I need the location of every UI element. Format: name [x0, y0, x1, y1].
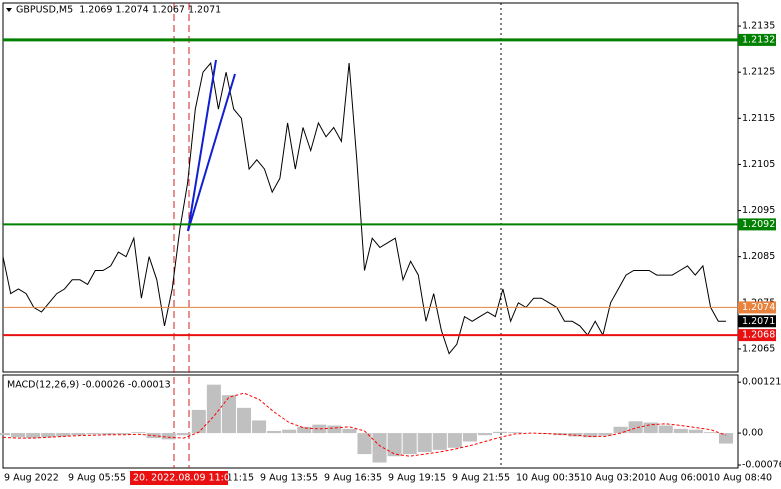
y-tick-label: 1.2135 [742, 21, 775, 32]
histogram-bar [297, 426, 312, 434]
histogram-bar [643, 422, 658, 434]
current-price-label: 1.2071 [742, 316, 775, 327]
level-label-box [738, 33, 776, 46]
histogram-bar [342, 428, 357, 434]
histogram-bar [312, 424, 327, 434]
y-tick-label: 1.2105 [742, 159, 775, 170]
histogram-bar [282, 429, 297, 434]
x-tick-label: 9 Aug 2022 [4, 473, 59, 484]
y-tick-label: -0.00076 [742, 460, 781, 471]
histogram-bar [613, 426, 628, 434]
histogram-bar [0, 433, 11, 436]
x-tick-label: 9 Aug 21:55 [452, 473, 510, 484]
level-label: 1.2068 [742, 330, 775, 341]
histogram-bar [357, 433, 372, 455]
trend-line [187, 59, 217, 232]
x-tick-label: 10 Aug 06:00 [644, 473, 708, 484]
histogram-bar [71, 433, 86, 436]
histogram-bar [131, 432, 146, 434]
histogram-bar [718, 433, 734, 444]
histogram-bar [252, 420, 267, 434]
histogram-bar [56, 433, 71, 437]
histogram-bar [236, 407, 252, 434]
histogram-bar [221, 395, 236, 434]
signal-line [2, 392, 727, 457]
histogram-bar [101, 433, 116, 435]
histogram-bar [462, 433, 477, 442]
histogram-bar [493, 431, 508, 434]
level-label: 1.2092 [742, 219, 775, 230]
histogram-bar [11, 433, 26, 438]
histogram-bar [206, 384, 221, 434]
histogram-bar [598, 433, 613, 436]
x-tick-label: 10 Aug 08:40 [708, 473, 772, 484]
x-tick-label: 9 Aug 05:55 [68, 473, 126, 484]
y-tick-label: 1.2065 [742, 343, 775, 354]
histogram-bar [447, 433, 462, 448]
y-tick-label: 1.2095 [742, 205, 775, 216]
price-panel [2, 2, 739, 373]
cursor-label-box [130, 471, 228, 485]
histogram-bar [176, 433, 191, 436]
x-tick-label: 9 Aug 19:15 [388, 473, 446, 484]
cursor-label: 20. 2022.08.09 11:00 [133, 473, 236, 484]
histogram-bar [673, 428, 688, 434]
histogram-bar [327, 425, 342, 434]
histogram-bar [191, 409, 206, 434]
collapse-icon [6, 8, 12, 12]
histogram-bar [387, 433, 402, 457]
y-tick-label: 0.00121 [742, 377, 781, 388]
y-tick-label: 1.2085 [742, 251, 775, 262]
histogram-bar [267, 430, 282, 434]
level-label-box [738, 301, 776, 314]
histogram-bar [41, 433, 56, 438]
histogram-bar [688, 429, 703, 434]
macd-panel [2, 374, 739, 469]
current-price-box [738, 315, 776, 328]
price-line [2, 61, 726, 355]
histogram-bar [372, 433, 387, 463]
histogram-bar [161, 433, 176, 440]
histogram-bar [703, 432, 718, 434]
histogram-bar [477, 433, 493, 436]
level-label: 1.2132 [742, 34, 775, 45]
indicator-title: MACD(12,26,9) -0.00026 -0.00013 [7, 380, 171, 391]
histogram-bar [402, 433, 417, 455]
trend-line [187, 73, 236, 232]
x-tick-label: 10 Aug 00:35 [516, 473, 580, 484]
level-label: 1.2074 [742, 302, 775, 313]
level-label-box [738, 329, 776, 342]
x-tick-label: 9 Aug 13:55 [260, 473, 318, 484]
y-tick-label: 0.00 [742, 428, 763, 439]
histogram-bar [86, 433, 101, 435]
y-tick-label: 1.2115 [742, 113, 775, 124]
histogram-bar [417, 433, 432, 453]
histogram-bar [658, 425, 673, 434]
level-label-box [738, 218, 776, 231]
histogram-bar [26, 433, 41, 439]
y-tick-label: 1.2125 [742, 67, 775, 78]
histogram-bar [628, 421, 643, 434]
x-tick-label: 9 Aug 16:35 [324, 473, 382, 484]
histogram-bar [508, 432, 523, 434]
histogram-bar [116, 433, 131, 435]
chart-title: GBPUSD,M5 1.2069 1.2074 1.2067 1.2071 [16, 5, 221, 16]
histogram-bar [432, 433, 447, 450]
x-tick-label: 10 Aug 03:20 [580, 473, 644, 484]
histogram-bar [583, 433, 598, 438]
